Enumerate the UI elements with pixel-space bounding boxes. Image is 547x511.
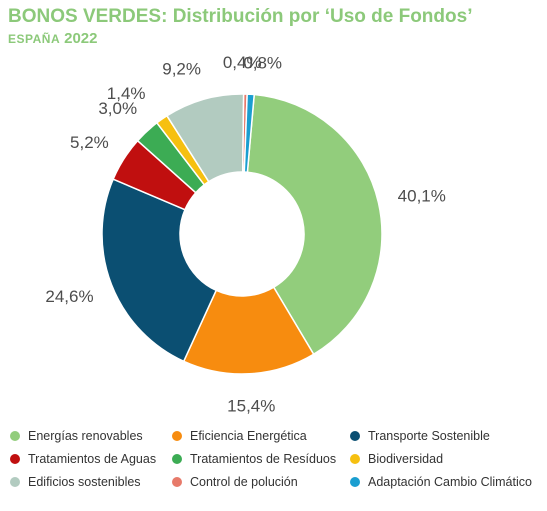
data-label-energias-renovables: 40,1% bbox=[398, 187, 446, 206]
legend-label-edificios-sostenibles: Edificios sostenibles bbox=[28, 475, 141, 489]
data-label-eficiencia-energetica: 15,4% bbox=[227, 397, 275, 416]
legend-swatch-biodiversidad bbox=[350, 454, 360, 464]
legend-item-biodiversidad: Biodiversidad bbox=[350, 451, 540, 467]
data-label-adaptacion-cambio-climatico: 0,8% bbox=[243, 53, 282, 72]
legend-item-transporte-sostenible: Transporte Sostenible bbox=[350, 428, 540, 444]
data-labels: 40,1% 15,4% 24,6% 5,2% 3,0%1,4% 9,2% 0,4%0,8% bbox=[45, 53, 445, 416]
legend-item-edificios-sostenibles: Edificios sostenibles bbox=[10, 474, 172, 490]
donut-slices bbox=[101, 93, 383, 375]
legend-label-tratamientos-de-residuos: Tratamientos de Resíduos bbox=[190, 452, 337, 466]
legend-swatch-tratamientos-de-residuos bbox=[172, 454, 182, 464]
legend-swatch-control-de-polucion bbox=[172, 477, 182, 487]
legend-item-control-de-polucion: Control de polución bbox=[172, 474, 350, 490]
slice-adaptacion-cambio-climatico bbox=[243, 93, 256, 174]
legend-label-energias-renovables: Energías renovables bbox=[28, 429, 143, 443]
legend-item-tratamientos-de-aguas: Tratamientos de Aguas bbox=[10, 451, 172, 467]
legend-swatch-edificios-sostenibles bbox=[10, 477, 20, 487]
legend-swatch-eficiencia-energetica bbox=[172, 431, 182, 441]
legend-label-transporte-sostenible: Transporte Sostenible bbox=[368, 429, 490, 443]
data-label-transporte-sostenible: 24,6% bbox=[45, 287, 93, 306]
slice-transporte-sostenible bbox=[101, 178, 218, 363]
slice-energias-renovables bbox=[246, 93, 383, 356]
legend-swatch-tratamientos-de-aguas bbox=[10, 454, 20, 464]
chart-title: BONOS VERDES: Distribución por ‘Uso de F… bbox=[8, 6, 473, 27]
legend-swatch-adaptacion-cambio-climatico bbox=[350, 477, 360, 487]
subtitle-country: ESPAÑA bbox=[8, 32, 61, 46]
legend-label-tratamientos-de-aguas: Tratamientos de Aguas bbox=[28, 452, 157, 466]
chart-subtitle: ESPAÑA 2022 bbox=[8, 30, 98, 48]
legend-swatch-energias-renovables bbox=[10, 431, 20, 441]
legend-label-adaptacion-cambio-climatico: Adaptación Cambio Climático bbox=[368, 475, 532, 489]
legend-label-eficiencia-energetica: Eficiencia Energética bbox=[190, 429, 307, 443]
legend-item-tratamientos-de-residuos: Tratamientos de Resíduos bbox=[172, 451, 350, 467]
legend-item-eficiencia-energetica: Eficiencia Energética bbox=[172, 428, 350, 444]
subtitle-year: 2022 bbox=[64, 30, 98, 47]
legend-swatch-transporte-sostenible bbox=[350, 431, 360, 441]
data-label-tratamientos-de-residuos: 3,0% bbox=[98, 99, 137, 118]
legend-label-control-de-polucion: Control de polución bbox=[190, 475, 298, 489]
data-label-tratamientos-de-aguas: 5,2% bbox=[70, 133, 109, 152]
legend-item-energias-renovables: Energías renovables bbox=[10, 428, 172, 444]
legend-label-biodiversidad: Biodiversidad bbox=[368, 452, 444, 466]
chart-legend: Energías renovables Eficiencia Energética… bbox=[10, 428, 545, 490]
donut-chart: 40,1% 15,4% 24,6% 5,2% 3,0%1,4% 9,2% 0,4%0,8% bbox=[45, 53, 445, 416]
legend-item-adaptacion-cambio-climatico: Adaptación Cambio Climático bbox=[350, 474, 540, 490]
data-label-biodiversidad: 1,4% bbox=[107, 84, 146, 103]
data-label-control-de-polucion: 0,4% bbox=[223, 53, 262, 72]
data-label-edificios-sostenibles: 9,2% bbox=[162, 60, 201, 79]
